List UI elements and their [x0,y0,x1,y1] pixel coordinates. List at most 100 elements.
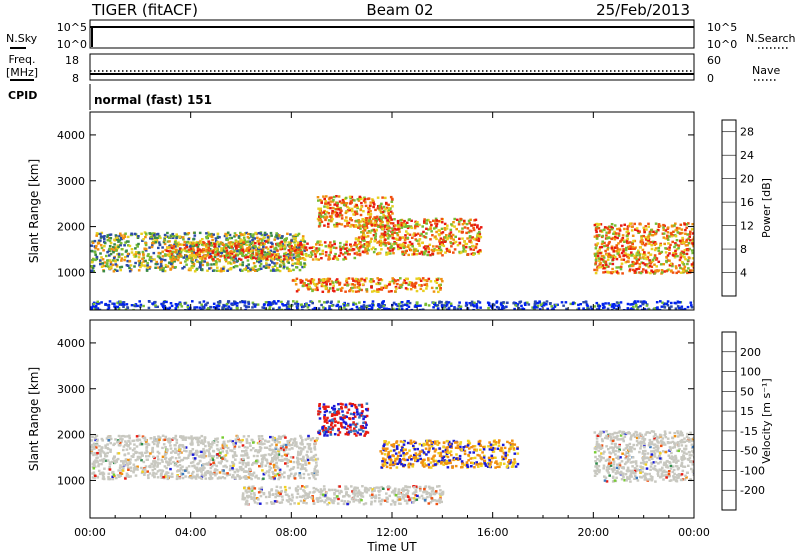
range-gate-cell [369,210,372,212]
range-gate-cell [322,306,325,308]
range-gate-cell [257,239,260,241]
range-gate-cell [154,267,157,269]
range-gate-cell [175,243,178,245]
range-gate-cell [150,463,153,465]
range-gate-cell [207,462,210,464]
range-gate-cell [242,241,245,243]
range-gate-cell [367,207,370,209]
range-gate-cell [255,257,258,259]
range-gate-cell [325,251,328,253]
range-gate-cell [161,246,164,248]
range-gate-cell [106,262,109,264]
range-gate-cell [358,287,361,289]
range-gate-cell [448,235,451,237]
range-gate-cell [623,224,626,226]
range-gate-cell [247,233,250,235]
range-gate-cell [454,248,457,250]
range-gate-cell [410,227,413,229]
range-gate-cell [348,248,351,250]
range-gate-cell [476,307,479,309]
range-gate-cell [295,240,298,242]
range-gate-cell [296,278,299,280]
range-gate-cell [295,234,298,236]
range-gate-cell [631,243,634,245]
range-gate-cell [638,254,641,256]
range-gate-cell [380,203,383,205]
range-gate-cell [474,224,477,226]
range-gate-cell [686,239,689,241]
range-gate-cell [145,233,148,235]
range-gate-cell [279,246,282,248]
range-gate-cell [332,287,335,289]
range-gate-cell [119,467,122,469]
range-gate-cell [408,218,411,220]
range-gate-cell [619,229,622,231]
range-gate-cell [160,472,163,474]
range-gate-cell [437,307,440,309]
range-gate-cell [662,226,665,228]
range-gate-cell [245,449,248,451]
range-gate-cell [545,303,548,305]
range-gate-cell [405,250,408,252]
range-gate-cell [294,302,297,304]
range-gate-cell [286,233,289,235]
range-gate-cell [130,264,133,266]
range-gate-cell [416,223,419,225]
range-gate-cell [161,459,164,461]
range-gate-cell [654,254,657,256]
range-gate-cell [311,254,314,256]
range-gate-cell [487,302,490,304]
range-gate-cell [184,302,187,304]
range-gate-cell [254,245,257,247]
range-gate-cell [146,262,149,264]
range-gate-cell [189,245,192,247]
range-gate-cell [127,452,130,454]
range-gate-cell [328,257,331,259]
range-gate-cell [184,260,187,262]
range-gate-cell [372,247,375,249]
range-gate-cell [351,208,354,210]
range-gate-cell [681,228,684,230]
range-gate-cell [134,247,137,249]
range-gate-cell [118,256,121,258]
range-gate-cell [262,478,265,480]
range-gate-cell [667,254,670,256]
range-gate-cell [490,305,493,307]
range-gate-cell [429,221,432,223]
range-gate-cell [315,258,318,260]
range-gate-cell [388,207,391,209]
range-gate-cell [438,234,441,236]
range-gate-cell [188,267,191,269]
range-gate-cell [637,230,640,232]
range-gate-cell [302,283,305,285]
range-gate-cell [362,246,365,248]
range-gate-cell [653,257,656,259]
range-gate-cell [349,225,352,227]
range-gate-cell [320,216,323,218]
range-gate-cell [639,223,642,225]
range-gate-cell [384,231,387,233]
range-gate-cell [261,240,264,242]
range-gate-cell [195,244,198,246]
range-gate-cell [679,259,682,261]
range-gate-cell [336,204,339,206]
range-gate-cell [109,463,112,465]
range-gate-cell [270,246,273,248]
range-gate-cell [257,477,260,479]
range-gate-cell [415,250,418,252]
range-gate-cell [423,284,426,286]
range-gate-cell [668,235,671,237]
range-gate-cell [327,223,330,225]
range-gate-cell [265,240,268,242]
range-gate-cell [608,231,611,233]
range-gate-cell [403,220,406,222]
range-gate-cell [206,237,209,239]
range-gate-cell [639,263,642,265]
range-gate-cell [403,247,406,249]
range-gate-cell [376,253,379,255]
date-title: 25/Feb/2013 [596,1,690,19]
range-gate-cell [411,243,414,245]
range-gate-cell [104,455,107,457]
range-gate-cell [344,284,347,286]
range-gate-cell [406,237,409,239]
